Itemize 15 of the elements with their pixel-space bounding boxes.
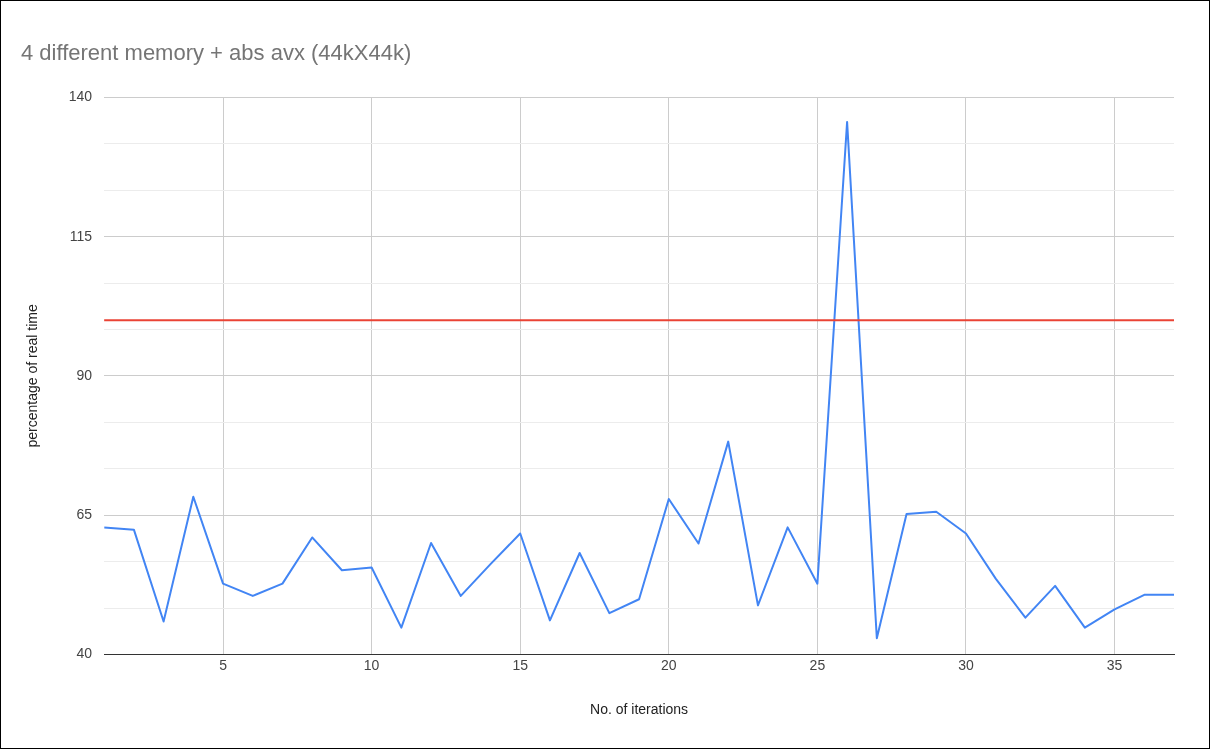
y-tick-label: 115 [69, 227, 93, 244]
x-tick-label: 5 [219, 656, 228, 673]
x-tick-label: 20 [661, 656, 677, 673]
y-tick-label: 40 [76, 645, 93, 662]
x-tick-label: 25 [809, 656, 826, 673]
x-axis-title: No. of iterations [590, 701, 689, 718]
x-tick-label: 10 [363, 656, 380, 673]
x-tick-label: 30 [958, 656, 974, 673]
y-tick-label: 140 [68, 88, 93, 105]
x-tick-label: 15 [512, 656, 529, 673]
y-tick-label: 65 [76, 506, 93, 523]
x-tick-label: 35 [1106, 656, 1123, 673]
chart-title: 4 different memory + abs avx (44kX44k) [21, 40, 412, 66]
y-axis-title: percentage of real time [24, 304, 41, 448]
y-tick-label: 90 [76, 366, 93, 383]
